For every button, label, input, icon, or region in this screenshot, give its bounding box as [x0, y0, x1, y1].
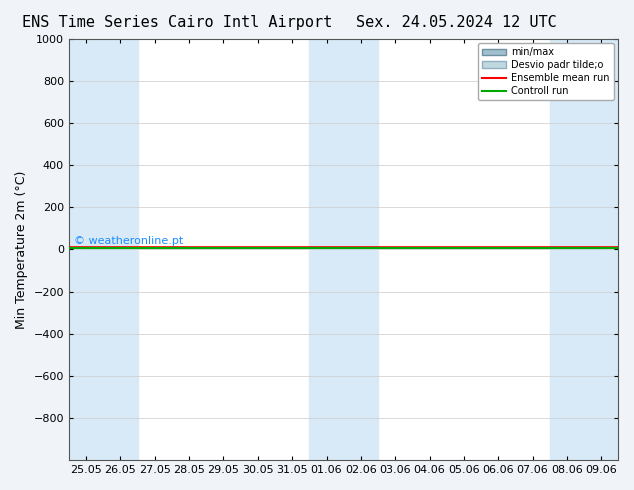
Bar	[344, 39, 378, 460]
Bar	[584, 39, 619, 460]
Bar	[103, 39, 138, 460]
Text: ENS Time Series Cairo Intl Airport: ENS Time Series Cairo Intl Airport	[22, 15, 333, 30]
Legend: min/max, Desvio padr tilde;o, Ensemble mean run, Controll run: min/max, Desvio padr tilde;o, Ensemble m…	[478, 44, 614, 100]
Text: Sex. 24.05.2024 12 UTC: Sex. 24.05.2024 12 UTC	[356, 15, 557, 30]
Text: © weatheronline.pt: © weatheronline.pt	[74, 236, 184, 246]
Bar	[69, 39, 103, 460]
Bar	[309, 39, 344, 460]
Bar	[550, 39, 584, 460]
Y-axis label: Min Temperature 2m (°C): Min Temperature 2m (°C)	[15, 170, 28, 329]
